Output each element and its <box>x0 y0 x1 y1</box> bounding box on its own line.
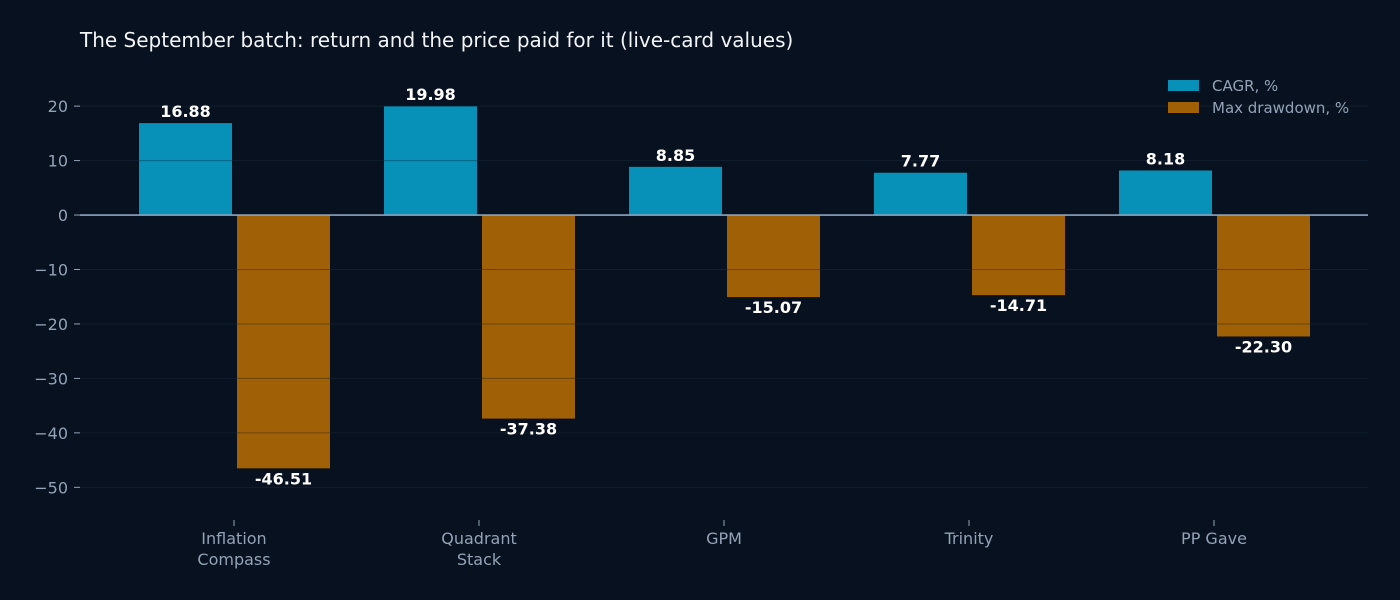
chart-title: The September batch: return and the pric… <box>79 28 793 52</box>
cagr-bar <box>629 166 722 216</box>
drawdown-value-label: -37.38 <box>500 420 557 439</box>
cagr-bar <box>384 106 477 216</box>
drawdown-bar <box>972 215 1065 296</box>
cagr-value-label: 8.85 <box>656 146 695 165</box>
drawdown-bar <box>482 215 575 419</box>
cagr-bar <box>874 172 967 216</box>
y-tick-label: −30 <box>34 369 68 388</box>
cagr-bar <box>139 123 232 216</box>
legend-label-drawdown: Max drawdown, % <box>1212 99 1349 117</box>
x-tick-label: Quadrant Stack <box>441 529 517 569</box>
cagr-bar <box>1119 170 1212 216</box>
drawdown-bar <box>237 215 330 469</box>
legend-swatch-drawdown <box>1168 102 1199 113</box>
y-tick-label: −10 <box>34 260 68 279</box>
y-tick-label: 0 <box>58 206 68 225</box>
bars <box>80 105 1368 488</box>
y-tick-label: 10 <box>48 152 68 171</box>
cagr-value-label: 7.77 <box>901 152 940 171</box>
y-tick-label: 20 <box>48 97 68 116</box>
x-tick-label: Trinity <box>944 529 994 548</box>
drawdown-value-label: -22.30 <box>1235 337 1292 356</box>
cagr-value-label: 19.98 <box>405 85 456 104</box>
cagr-value-label: 16.88 <box>160 102 211 121</box>
drawdown-bar <box>1217 215 1310 337</box>
drawdown-bar <box>727 215 820 298</box>
x-tick-label: PP Gave <box>1181 529 1247 548</box>
y-tick-label: −40 <box>34 424 68 443</box>
y-tick-label: −50 <box>34 478 68 497</box>
legend-swatch-cagr <box>1168 80 1199 91</box>
cagr-value-label: 8.18 <box>1146 149 1185 168</box>
x-tick-label: GPM <box>706 529 742 548</box>
drawdown-value-label: -15.07 <box>745 298 802 317</box>
axes: 20 10 0 −10 −20 −30 −40 −50 Inflation Compass Quad… <box>34 97 1368 569</box>
data-labels: 16.88 19.98 8.85 7.77 8.18 -46.51 -37.38 -15.07… <box>160 85 1292 488</box>
legend-label-cagr: CAGR, % <box>1212 77 1278 95</box>
y-tick-label: −20 <box>34 315 68 334</box>
x-tick-label: Inflation Compass <box>197 529 270 569</box>
legend: CAGR, % Max drawdown, % <box>1168 77 1349 117</box>
drawdown-value-label: -46.51 <box>255 469 312 488</box>
drawdown-value-label: -14.71 <box>990 296 1047 315</box>
